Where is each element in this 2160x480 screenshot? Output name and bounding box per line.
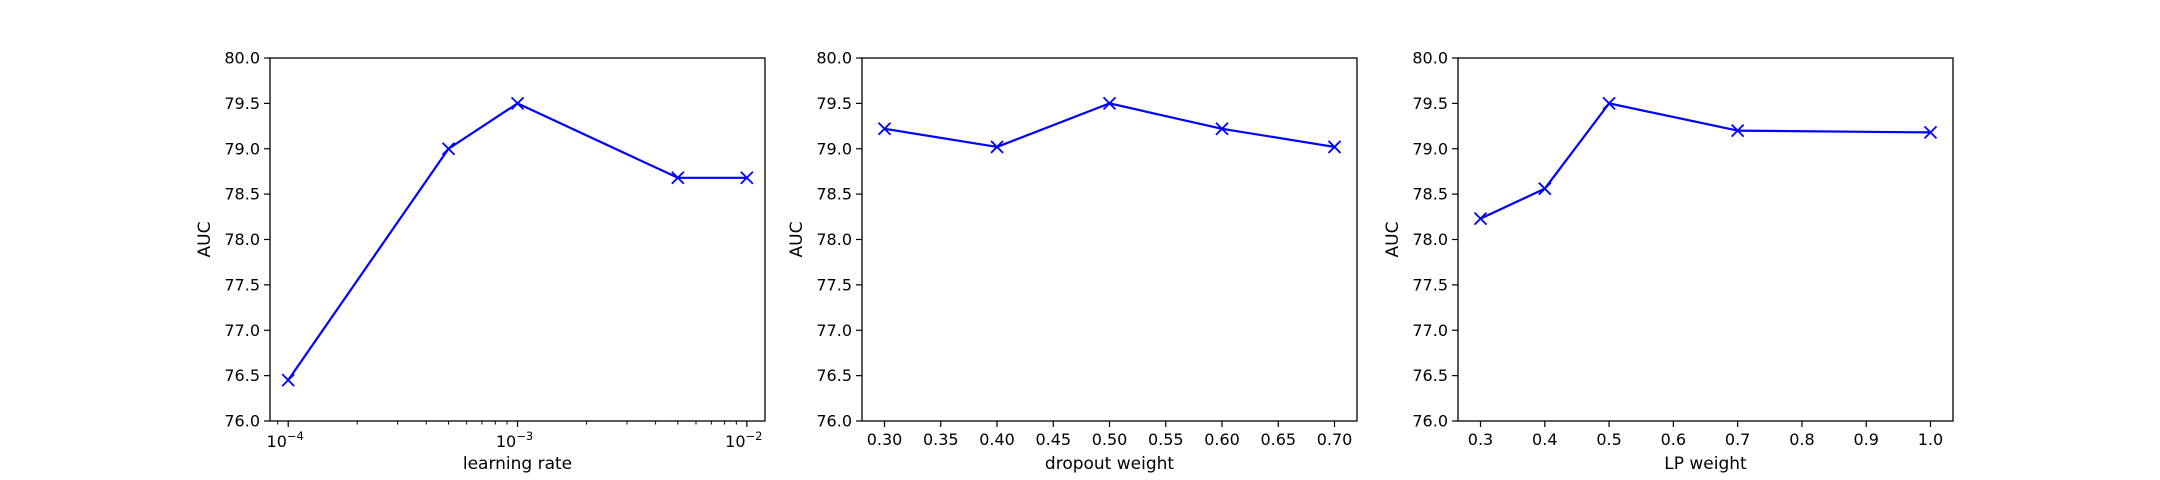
- x-tick-label: 0.70: [1317, 430, 1353, 449]
- data-point-marker: [1215, 122, 1229, 136]
- data-point-marker: [1473, 211, 1488, 226]
- y-tick-label: 78.0: [224, 230, 260, 249]
- y-tick-label: 78.5: [1412, 185, 1448, 204]
- x-tick-label: 0.7: [1725, 430, 1750, 449]
- chart-2: 76.0 76.5 77.0 77.5 78.0 78.5 79.0 79.5 80.0 0.30…: [787, 49, 1358, 474]
- y-tick-label: 77.5: [1412, 275, 1448, 294]
- x-tick-label-base: 10: [725, 432, 745, 451]
- y-axis-label: AUC: [195, 222, 215, 258]
- data-point-marker: [510, 96, 525, 111]
- x-tick-label: 0.35: [923, 430, 959, 449]
- x-axis-label: dropout weight: [1045, 454, 1174, 474]
- x-tick-label: 0.4: [1532, 430, 1557, 449]
- x-tick-label: 10−2: [725, 429, 762, 451]
- x-tick-label: 0.50: [1092, 430, 1128, 449]
- plot-frame: [1457, 57, 1954, 422]
- x-tick-label: 0.5: [1596, 430, 1621, 449]
- x-axis-label: learning rate: [463, 454, 572, 474]
- data-point-marker: [1327, 140, 1342, 154]
- x-tick-label: 0.6: [1661, 430, 1686, 449]
- data-point-marker: [740, 171, 754, 185]
- x-tick-label: 0.60: [1204, 430, 1240, 449]
- x-tick-label: 0.8: [1789, 430, 1814, 449]
- series-line: [287, 102, 747, 381]
- x-tick-label: 0.9: [1853, 430, 1878, 449]
- y-tick-label: 79.0: [224, 139, 260, 158]
- y-tick-label: 80.0: [224, 49, 260, 68]
- data-point-marker: [1102, 96, 1117, 111]
- y-tick-label: 78.5: [816, 185, 852, 204]
- x-tick-label: 0.40: [979, 430, 1015, 449]
- y-tick-label: 78.0: [1412, 230, 1448, 249]
- data-point-marker: [1538, 182, 1552, 196]
- y-tick-label: 80.0: [816, 49, 852, 68]
- y-tick-label: 77.0: [1412, 321, 1448, 340]
- y-tick-label: 79.5: [1412, 94, 1448, 113]
- data-point-marker: [1731, 123, 1745, 138]
- y-tick-label: 77.5: [816, 275, 852, 294]
- y-tick-label: 76.5: [816, 366, 852, 385]
- data-point-marker: [281, 373, 295, 387]
- data-point-marker: [441, 142, 456, 156]
- y-tick-label: 76.0: [1412, 412, 1448, 431]
- y-tick-label: 77.0: [816, 321, 852, 340]
- data-point-marker: [1602, 96, 1616, 111]
- x-tick-label: 10−4: [267, 429, 304, 451]
- x-tick-label-exponent: −3: [516, 429, 533, 443]
- data-point-marker: [671, 171, 685, 185]
- plot-frame: [269, 57, 766, 422]
- series-line: [1480, 102, 1931, 220]
- x-tick-label-exponent: −4: [287, 429, 304, 443]
- y-tick-label: 76.0: [224, 412, 260, 431]
- x-tick-label: 0.3: [1468, 430, 1493, 449]
- y-tick-label: 76.5: [1412, 366, 1448, 385]
- y-tick-label: 78.5: [224, 185, 260, 204]
- data-point-marker: [1923, 125, 1938, 140]
- x-tick-label-base: 10: [267, 432, 287, 451]
- x-tick-label: 0.65: [1260, 430, 1296, 449]
- y-tick-label: 80.0: [1412, 49, 1448, 68]
- y-axis-label: AUC: [787, 222, 807, 258]
- x-tick-label: 0.30: [867, 430, 903, 449]
- plot-frame: [861, 57, 1358, 422]
- y-tick-label: 76.0: [816, 412, 852, 431]
- chart-1: 76.076.577.077.578.078.579.079.580.010−4…: [195, 49, 766, 474]
- y-tick-label: 76.5: [224, 366, 260, 385]
- y-tick-label: 79.5: [224, 94, 260, 113]
- subplots: 76.076.577.077.578.078.579.079.580.010−4…: [195, 49, 1954, 474]
- x-tick-label: 1.0: [1918, 430, 1943, 449]
- y-tick-label: 77.0: [224, 321, 260, 340]
- y-tick-label: 79.0: [816, 139, 852, 158]
- data-point-marker: [877, 122, 892, 136]
- x-tick-label: 0.55: [1148, 430, 1184, 449]
- y-tick-label: 78.0: [816, 230, 852, 249]
- series-line: [884, 102, 1335, 149]
- y-tick-label: 79.0: [1412, 139, 1448, 158]
- y-tick-label: 77.5: [224, 275, 260, 294]
- x-tick-label: 0.45: [1035, 430, 1071, 449]
- x-tick-label-exponent: −2: [746, 429, 763, 443]
- y-tick-label: 79.5: [816, 94, 852, 113]
- x-tick-label: 10−3: [496, 429, 533, 451]
- x-axis-label: LP weight: [1664, 454, 1747, 474]
- x-tick-label-base: 10: [496, 432, 516, 451]
- y-axis-label: AUC: [1383, 222, 1403, 258]
- chart-3: 76.0 76.5 77.0 77.5 78.0 78.5 79.0 79.5 80.0 0.3 0…: [1383, 49, 1954, 474]
- data-point-marker: [990, 140, 1004, 154]
